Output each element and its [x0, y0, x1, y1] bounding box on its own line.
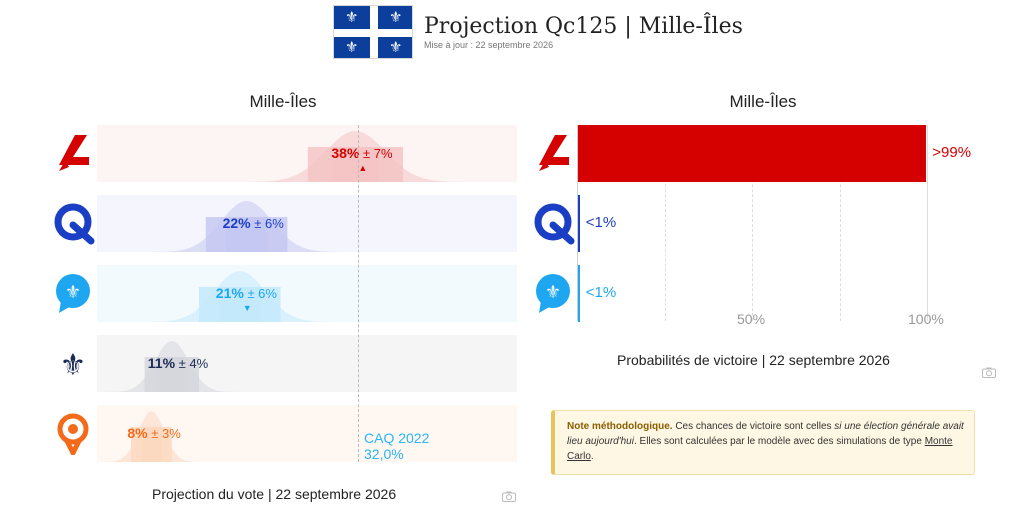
page-title: Projection Qc125 | Mille-Îles [424, 14, 743, 39]
prob-bar-pq [578, 195, 580, 252]
caq-2022-reference-line [358, 125, 359, 462]
trend-up-icon: ▲ [358, 163, 368, 173]
prob-axis [577, 125, 578, 321]
quebec-flag-icon: ⚜ ⚜ ⚜ ⚜ [333, 5, 413, 59]
svg-text:⚜: ⚜ [60, 348, 87, 383]
grid-line [840, 125, 841, 321]
vote-value-label: 21% ± 6% [215, 285, 277, 301]
methodology-note: Note méthodologique. Ces chances de vict… [551, 410, 975, 475]
prob-label-plq: >99% [932, 144, 972, 161]
trend-down-icon: ▼ [242, 303, 252, 313]
vote-value-label: 11% ± 4% [147, 355, 209, 371]
fleur-de-lis-icon: ⚜ [389, 39, 403, 56]
liberal-logo-icon [531, 131, 575, 175]
vote-row-caq: 21% ± 6% ▼ [97, 265, 517, 322]
prob-panel-title: Mille-Îles [729, 92, 797, 111]
vote-chart-caption: Projection du vote | 22 septembre 2026 [152, 486, 397, 502]
prob-chart-caption: Probabilités de victoire | 22 septembre … [617, 352, 890, 368]
vote-distribution-caq [97, 271, 517, 322]
camera-icon[interactable] [982, 367, 996, 378]
grid-line [927, 125, 928, 321]
prob-label-pq: <1% [585, 214, 617, 231]
vote-value-label: 38% ± 7% [331, 145, 393, 161]
grid-line [665, 125, 666, 321]
caq-logo-icon: ⚜ [531, 271, 575, 315]
pq-logo-icon [51, 201, 95, 245]
prob-bar-caq [578, 265, 580, 322]
tick-label-100: 100% [908, 311, 944, 327]
vote-row-pcq: 11% ± 4% [97, 335, 517, 392]
pcq-logo-icon: ⚜ [51, 341, 95, 385]
vote-row-qs: 8% ± 3% [97, 405, 517, 462]
svg-text:⚜: ⚜ [545, 282, 561, 303]
vote-value-label: 22% ± 6% [222, 215, 284, 231]
prob-bar-plq [578, 125, 927, 182]
prob-label-caq: <1% [585, 284, 617, 301]
monte-carlo-link[interactable]: Monte Carlo [567, 436, 953, 462]
grid-line [752, 125, 753, 321]
vote-distribution-pq [97, 201, 517, 252]
liberal-logo-icon [51, 131, 95, 175]
vote-distribution-pcq [97, 341, 517, 392]
caq-logo-icon: ⚜ [51, 271, 95, 315]
qs-logo-icon [51, 411, 95, 459]
fleur-de-lis-icon: ⚜ [389, 9, 403, 26]
fleur-de-lis-icon: ⚜ [345, 39, 359, 56]
vote-panel-title: Mille-Îles [249, 92, 317, 111]
vote-row-pq: 22% ± 6% [97, 195, 517, 252]
vote-value-label: 8% ± 3% [127, 425, 181, 441]
camera-icon[interactable] [502, 491, 516, 502]
tick-label-50: 50% [737, 311, 766, 327]
svg-text:⚜: ⚜ [65, 282, 81, 303]
vote-distribution-plq [97, 131, 517, 182]
pq-logo-icon [531, 201, 575, 245]
updated-date: Mise à jour : 22 septembre 2026 [424, 40, 554, 50]
fleur-de-lis-icon: ⚜ [345, 9, 359, 26]
caq-2022-reference-label: CAQ 2022 32,0% [364, 430, 430, 462]
vote-row-plq: 38% ± 7% ▲ [97, 125, 517, 182]
vote-distribution-qs [97, 411, 517, 462]
